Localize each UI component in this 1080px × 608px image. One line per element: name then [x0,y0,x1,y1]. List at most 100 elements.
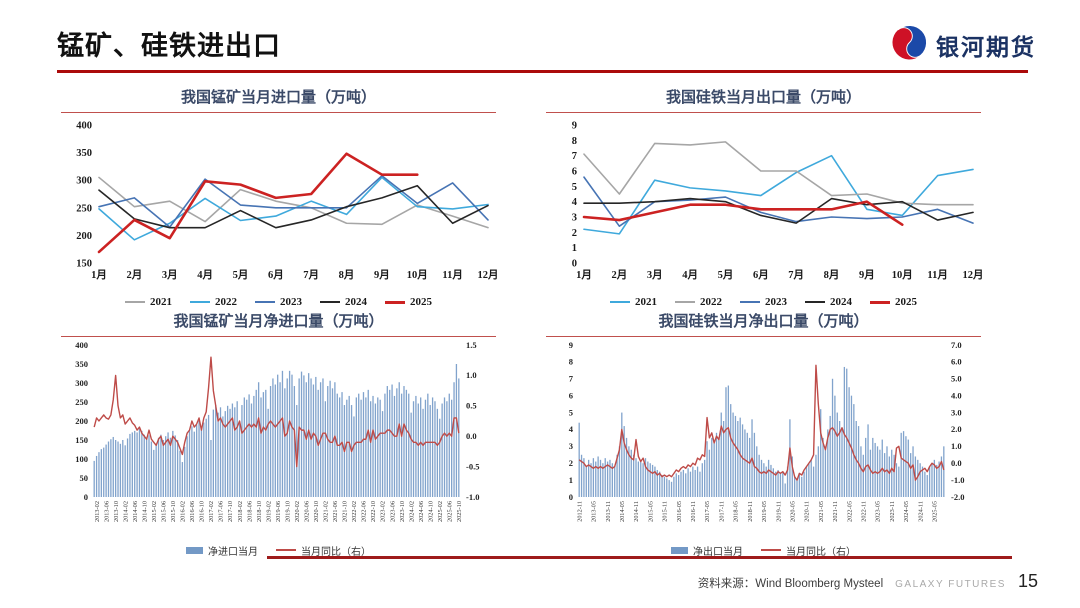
svg-text:6: 6 [572,167,577,178]
svg-text:3.0: 3.0 [951,407,962,417]
legend-label: 2022 [215,296,237,308]
svg-text:8: 8 [572,136,577,147]
line-swatch-icon [805,301,825,303]
svg-text:11月: 11月 [927,269,947,281]
legend-item: 2022 [190,296,237,308]
chart-canvas-mn-import: 150 200 250 300 350 400 1月 2月 3月 4月 5月 6月 7月 8月 9月 10月 1… [57,113,500,294]
svg-text:2017-05: 2017-05 [704,501,711,522]
svg-text:2016-02: 2016-02 [180,501,187,522]
legend-label: 2024 [830,296,852,308]
svg-text:2021-11: 2021-11 [832,501,839,522]
svg-text:-1.0: -1.0 [951,475,964,485]
legend-item: 当月同比（右） [276,543,371,558]
svg-text:2022-05: 2022-05 [846,501,853,522]
svg-text:2023-11: 2023-11 [889,501,896,522]
svg-text:4月: 4月 [682,269,698,281]
svg-text:1.5: 1.5 [466,340,477,350]
svg-text:2018-10: 2018-10 [256,501,263,522]
svg-text:2020-10: 2020-10 [313,501,320,522]
galaxy-logo-icon [891,24,928,66]
svg-text:-2.0: -2.0 [951,492,964,502]
legend-item: 2023 [255,296,302,308]
svg-text:2012-11: 2012-11 [576,501,583,522]
legend-item: 当月同比（右） [761,543,856,558]
legend-si-export: 2021 2022 2023 2024 2025 [542,294,985,310]
footer-brand: GALAXY FUTURES [895,579,1006,590]
svg-text:2019-06: 2019-06 [275,501,282,522]
svg-text:6月: 6月 [268,269,284,281]
line-swatch-icon [870,300,890,304]
legend-item: 2022 [675,296,722,308]
svg-text:3: 3 [569,441,573,451]
svg-text:3月: 3月 [162,269,178,281]
svg-text:2024-10: 2024-10 [427,501,434,522]
panel-mn-net-import: 我国锰矿当月净进口量（万吨） 0 50 100 150 200 250 300 350 400 -… [57,310,500,558]
svg-text:2025-02: 2025-02 [437,501,444,522]
footer-source: 资料来源：Wind Bloomberg Mysteel [697,578,884,590]
svg-text:100: 100 [75,454,88,464]
chart-canvas-si-net-export: 0 1 2 3 4 5 6 7 8 9 -2.0 -1.0 0.0 1.0 2.0 3.0 4.0 5.0 6.0 7… [542,337,985,542]
legend-label: 2023 [280,296,302,308]
chart-canvas-mn-net-import: 0 50 100 150 200 250 300 350 400 -1.0 -0.5 0.0 0.5 1.… [57,337,500,542]
svg-text:7.0: 7.0 [951,340,962,350]
chart-canvas-si-export: 0 1 2 3 4 5 6 7 8 9 1月 2月 3月 4月 5月 6月 7月 8月 9月 10月 11月 12月 [542,113,985,294]
svg-text:2018-05: 2018-05 [733,501,740,522]
svg-text:8: 8 [569,357,573,367]
line-swatch-icon [125,301,145,303]
legend-label: 2022 [700,296,722,308]
svg-text:12月: 12月 [478,269,499,281]
svg-text:2015-06: 2015-06 [161,501,168,522]
galaxy-futures-logo: 银河期货 [891,24,1036,66]
svg-text:2022-11: 2022-11 [861,501,868,522]
svg-text:5月: 5月 [233,269,249,281]
svg-text:2019-05: 2019-05 [761,501,768,522]
legend-item: 2021 [610,296,657,308]
legend-label: 2024 [345,296,367,308]
svg-text:0: 0 [84,492,88,502]
svg-text:0.0: 0.0 [951,458,962,468]
svg-text:2016-11: 2016-11 [690,501,697,522]
legend-label: 净进口当月 [208,546,258,558]
svg-text:200: 200 [76,231,92,242]
line-swatch-icon [610,301,630,303]
svg-text:2022-06: 2022-06 [361,501,368,522]
svg-text:2021-10: 2021-10 [342,501,349,522]
svg-text:2020-06: 2020-06 [303,501,310,522]
svg-text:150: 150 [75,435,88,445]
page-number: 15 [1017,571,1038,591]
svg-text:-1.0: -1.0 [466,492,479,502]
svg-text:0: 0 [572,259,577,270]
svg-text:2015-05: 2015-05 [647,501,654,522]
svg-text:2025-06: 2025-06 [446,501,453,522]
line-swatch-icon [320,301,340,303]
svg-text:2: 2 [569,458,573,468]
svg-text:2015-11: 2015-11 [662,501,669,522]
svg-text:4: 4 [569,424,574,434]
svg-text:2024-05: 2024-05 [903,501,910,522]
svg-text:0.5: 0.5 [466,401,477,411]
svg-text:1月: 1月 [91,269,107,281]
legend-label: 2021 [635,296,657,308]
svg-text:150: 150 [76,259,92,270]
line-swatch-icon [740,301,760,303]
svg-text:2017-11: 2017-11 [718,501,725,522]
chart-title-si-net-export: 我国硅铁当月净出口量（万吨） [546,310,981,337]
svg-text:350: 350 [75,359,88,369]
svg-text:400: 400 [76,121,92,132]
svg-text:12月: 12月 [963,269,984,281]
svg-text:7: 7 [569,374,574,384]
svg-text:10月: 10月 [892,269,913,281]
svg-text:10月: 10月 [407,269,428,281]
svg-text:11月: 11月 [442,269,462,281]
svg-text:2016-06: 2016-06 [189,501,196,522]
line-swatch-icon [675,301,695,303]
svg-text:2014-10: 2014-10 [141,501,148,522]
legend-label: 2025 [410,296,432,308]
svg-text:2015-10: 2015-10 [170,501,177,522]
legend-label: 净出口当月 [693,546,743,558]
svg-text:2023-05: 2023-05 [875,501,882,522]
svg-text:2021-06: 2021-06 [332,501,339,522]
svg-text:1月: 1月 [576,269,592,281]
svg-text:2014-11: 2014-11 [633,501,640,522]
